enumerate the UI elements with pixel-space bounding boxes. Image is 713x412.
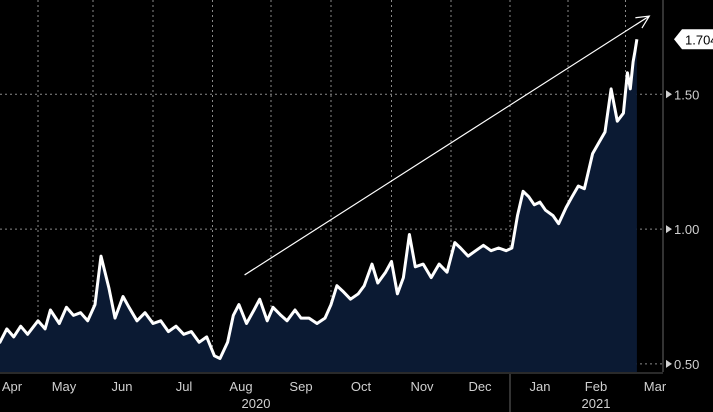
y-tick-marker — [666, 359, 672, 368]
x-tick-label: Jul — [176, 379, 193, 394]
trend-arrow — [244, 15, 651, 276]
series-line — [0, 39, 639, 360]
y-tick-marker — [666, 90, 672, 99]
x-tick-label: Oct — [351, 379, 372, 394]
x-axis: Apr May Jun Jul Aug Sep Oct Nov Dec Jan Feb Mar 2020… — [0, 372, 667, 412]
y-axis: 0.50 1.00 1.50 — [662, 0, 699, 372]
last-value-label: 1.704 — [674, 29, 713, 50]
x-tick-label: Apr — [2, 379, 23, 394]
trend-arrow-head — [635, 15, 651, 29]
x-tick-label: Feb — [585, 379, 607, 394]
x-tick-label: Dec — [468, 379, 492, 394]
x-tick-label: Mar — [644, 379, 667, 394]
x-tick-label: Nov — [410, 379, 434, 394]
x-year-label: 2021 — [582, 396, 611, 411]
y-tick-label: 1.50 — [674, 87, 699, 102]
last-value-text: 1.704 — [685, 32, 713, 47]
x-tick-label: Jan — [530, 379, 551, 394]
trend-arrow-shaft — [244, 15, 650, 276]
x-tick-label: Sep — [289, 379, 312, 394]
x-year-label: 2020 — [242, 396, 271, 411]
y-tick-marker — [666, 225, 672, 234]
x-tick-label: Aug — [229, 379, 252, 394]
last-value-badge — [674, 29, 713, 50]
series-area — [0, 39, 637, 372]
y-tick-label: 0.50 — [674, 357, 699, 372]
x-tick-label: May — [52, 379, 77, 394]
y-tick-label: 1.00 — [674, 222, 699, 237]
x-tick-label: Jun — [112, 379, 133, 394]
